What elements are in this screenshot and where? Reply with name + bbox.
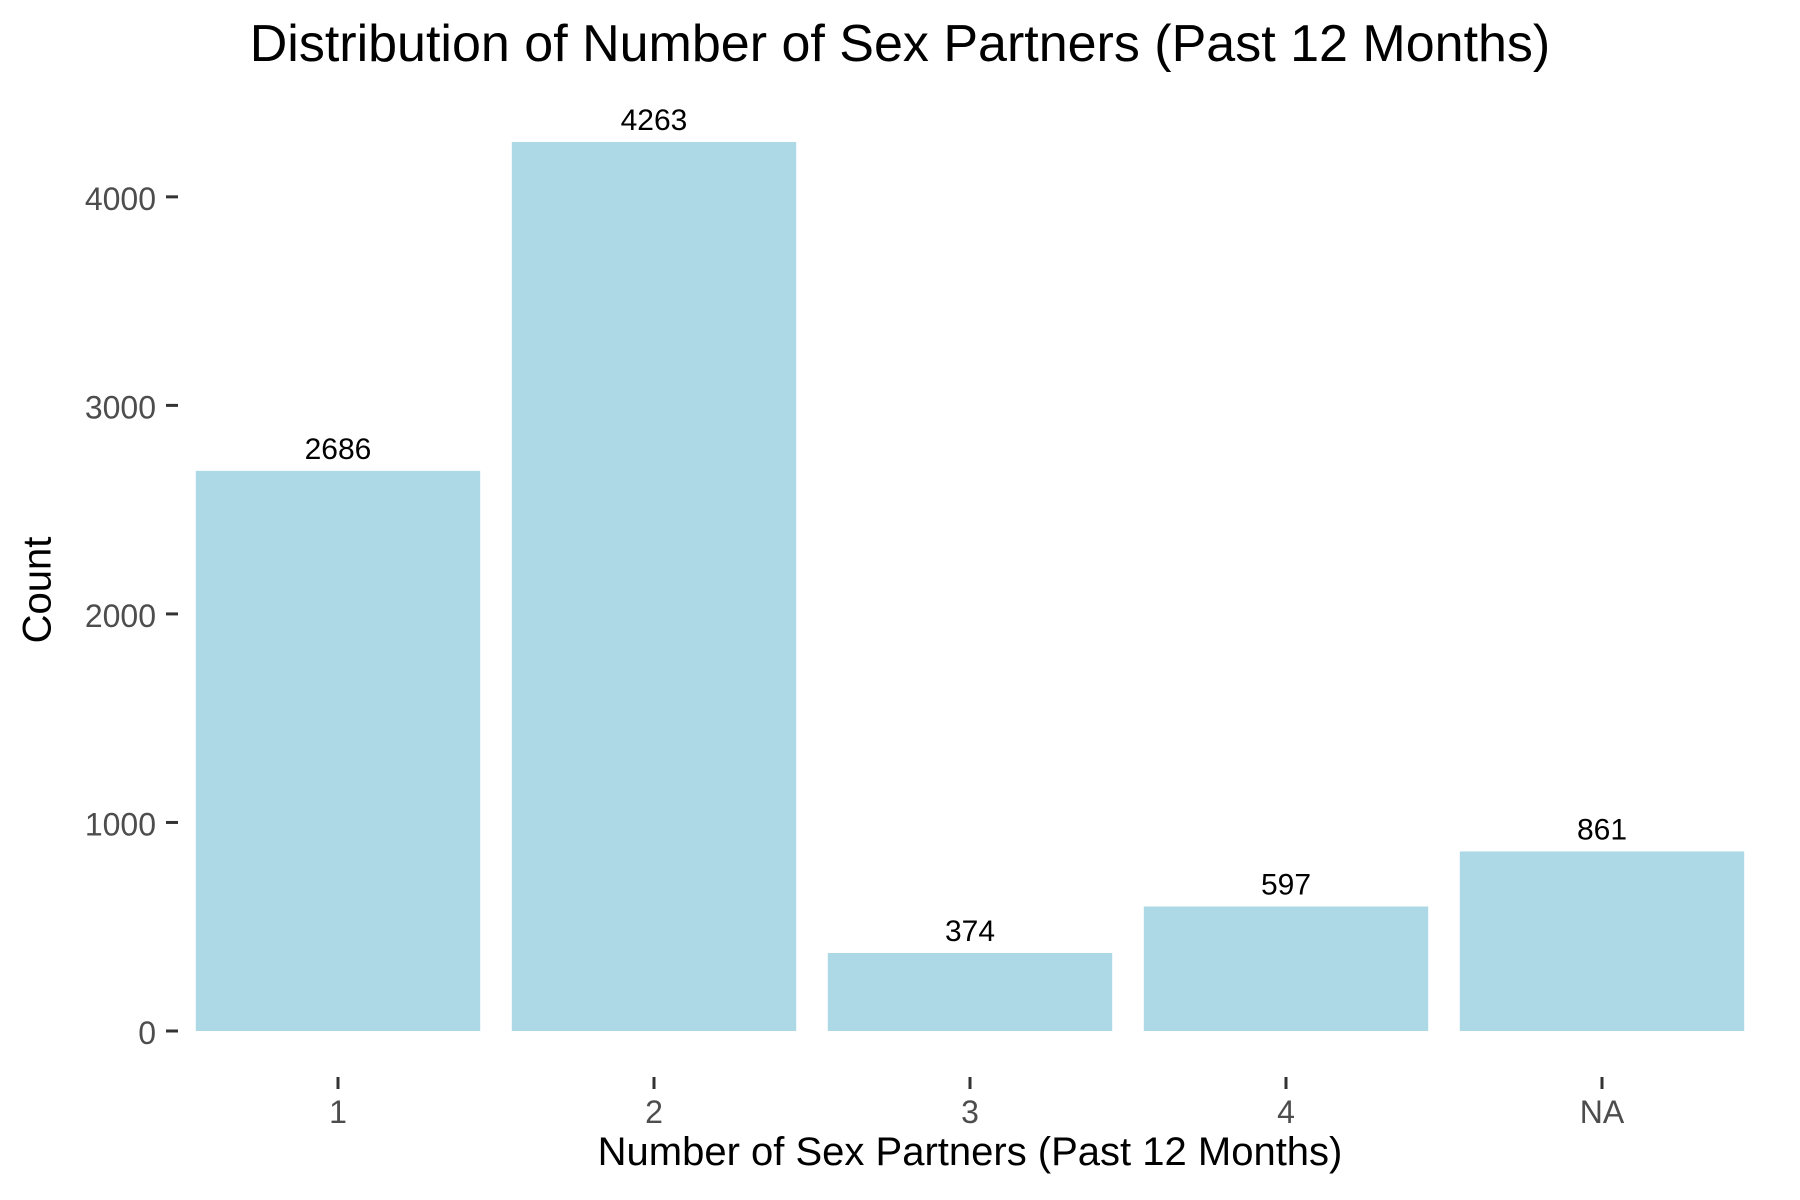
data-label: 861: [1577, 813, 1627, 846]
data-label: 2686: [305, 433, 372, 466]
y-tick-label: 1000: [85, 806, 156, 842]
y-tick-label: 4000: [85, 181, 156, 217]
data-label: 374: [945, 915, 995, 948]
y-tick-label: 3000: [85, 389, 156, 425]
data-label: 4263: [621, 104, 688, 137]
y-tick-label: 0: [138, 1015, 156, 1051]
bar-5: [1459, 851, 1745, 1031]
bar-1: [195, 470, 481, 1031]
bar-3: [827, 953, 1113, 1031]
x-tick-label: 2: [645, 1094, 663, 1130]
x-tick-label: 1: [329, 1094, 347, 1130]
bar-2: [511, 142, 797, 1031]
x-tick-label: 4: [1277, 1094, 1295, 1130]
x-axis-label: Number of Sex Partners (Past 12 Months): [597, 1130, 1343, 1174]
y-tick-label: 2000: [85, 598, 156, 634]
x-tick-label: NA: [1580, 1094, 1625, 1130]
data-label: 597: [1261, 869, 1311, 902]
chart-title: Distribution of Number of Sex Partners (…: [249, 15, 1551, 73]
bar-4: [1143, 906, 1429, 1031]
x-tick-label: 3: [961, 1094, 979, 1130]
